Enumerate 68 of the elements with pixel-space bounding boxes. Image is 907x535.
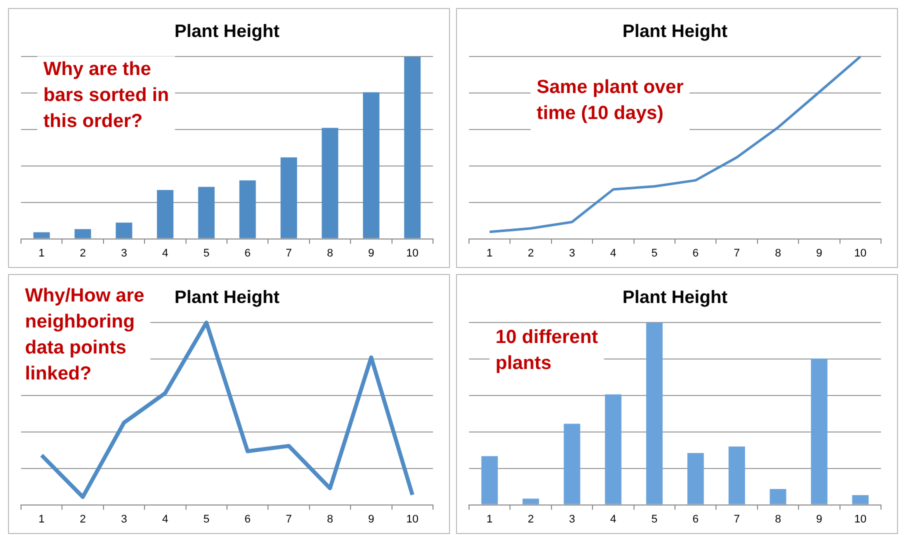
x-tick-label: 9 xyxy=(368,247,374,260)
x-tick-label: 1 xyxy=(486,247,493,260)
x-tick-label: 7 xyxy=(286,513,292,526)
x-tick-label: 6 xyxy=(244,247,251,260)
bar xyxy=(481,456,498,504)
bar xyxy=(810,358,828,504)
x-tick-label: 6 xyxy=(692,247,699,260)
x-tick-label: 3 xyxy=(120,247,128,260)
bar xyxy=(564,424,580,504)
x-tick-label: 4 xyxy=(162,247,168,260)
bar xyxy=(239,180,256,238)
chart-title: Plant Height xyxy=(174,286,280,307)
bar xyxy=(74,229,92,238)
x-tick-label: 1 xyxy=(38,513,45,526)
bar xyxy=(687,453,704,504)
bar xyxy=(280,157,298,238)
x-tick-label: 8 xyxy=(326,513,334,526)
x-tick-label: 4 xyxy=(162,513,168,526)
x-tick-label: 5 xyxy=(651,513,658,526)
x-tick-label: 3 xyxy=(568,247,576,260)
bar xyxy=(404,56,421,238)
x-tick-label: 3 xyxy=(120,513,128,526)
x-tick-label: 10 xyxy=(406,513,419,526)
annotation: Why/How are neighboring data points linked? xyxy=(25,286,144,385)
bar xyxy=(728,446,746,504)
bar xyxy=(156,190,174,238)
bar xyxy=(362,92,380,238)
chart-title: Plant Height xyxy=(622,20,728,41)
x-tick-label: 4 xyxy=(610,247,616,260)
x-tick-label: 10 xyxy=(854,247,867,260)
annotation: Why are the bars sorted in this order? xyxy=(43,58,170,132)
x-tick-label: 2 xyxy=(528,247,534,260)
bar xyxy=(852,495,869,504)
x-tick-label: 10 xyxy=(406,247,419,260)
x-tick-label: 9 xyxy=(816,513,822,526)
x-tick-label: 3 xyxy=(568,513,576,526)
x-tick-label: 9 xyxy=(816,247,822,260)
bar xyxy=(604,394,622,504)
x-tick-label: 2 xyxy=(528,513,534,526)
annotation: Same plant over time (10 days) xyxy=(536,77,684,124)
bar xyxy=(522,498,540,504)
x-tick-label: 5 xyxy=(203,513,210,526)
chart-title: Plant Height xyxy=(622,286,728,307)
x-tick-label: 2 xyxy=(80,513,86,526)
bar xyxy=(198,186,215,238)
x-tick-label: 10 xyxy=(854,513,867,526)
x-tick-label: 7 xyxy=(286,247,292,260)
chart-title: Plant Height xyxy=(174,20,280,41)
x-tick-label: 8 xyxy=(774,513,782,526)
x-tick-label: 8 xyxy=(774,247,782,260)
x-tick-label: 5 xyxy=(651,247,658,260)
bar xyxy=(770,488,786,504)
x-tick-label: 6 xyxy=(244,513,251,526)
x-tick-label: 7 xyxy=(734,513,740,526)
x-tick-label: 1 xyxy=(486,513,493,526)
bar xyxy=(116,222,132,238)
x-tick-label: 8 xyxy=(326,247,334,260)
bar xyxy=(322,128,338,238)
x-tick-label: 6 xyxy=(692,513,699,526)
x-tick-label: 1 xyxy=(38,247,45,260)
x-tick-label: 7 xyxy=(734,247,740,260)
x-tick-label: 4 xyxy=(610,513,616,526)
annotation: 10 different plants xyxy=(495,326,599,374)
x-tick-label: 2 xyxy=(80,247,86,260)
x-tick-label: 5 xyxy=(203,247,210,260)
x-tick-label: 9 xyxy=(368,513,374,526)
bar xyxy=(646,322,663,504)
bar xyxy=(33,232,50,238)
